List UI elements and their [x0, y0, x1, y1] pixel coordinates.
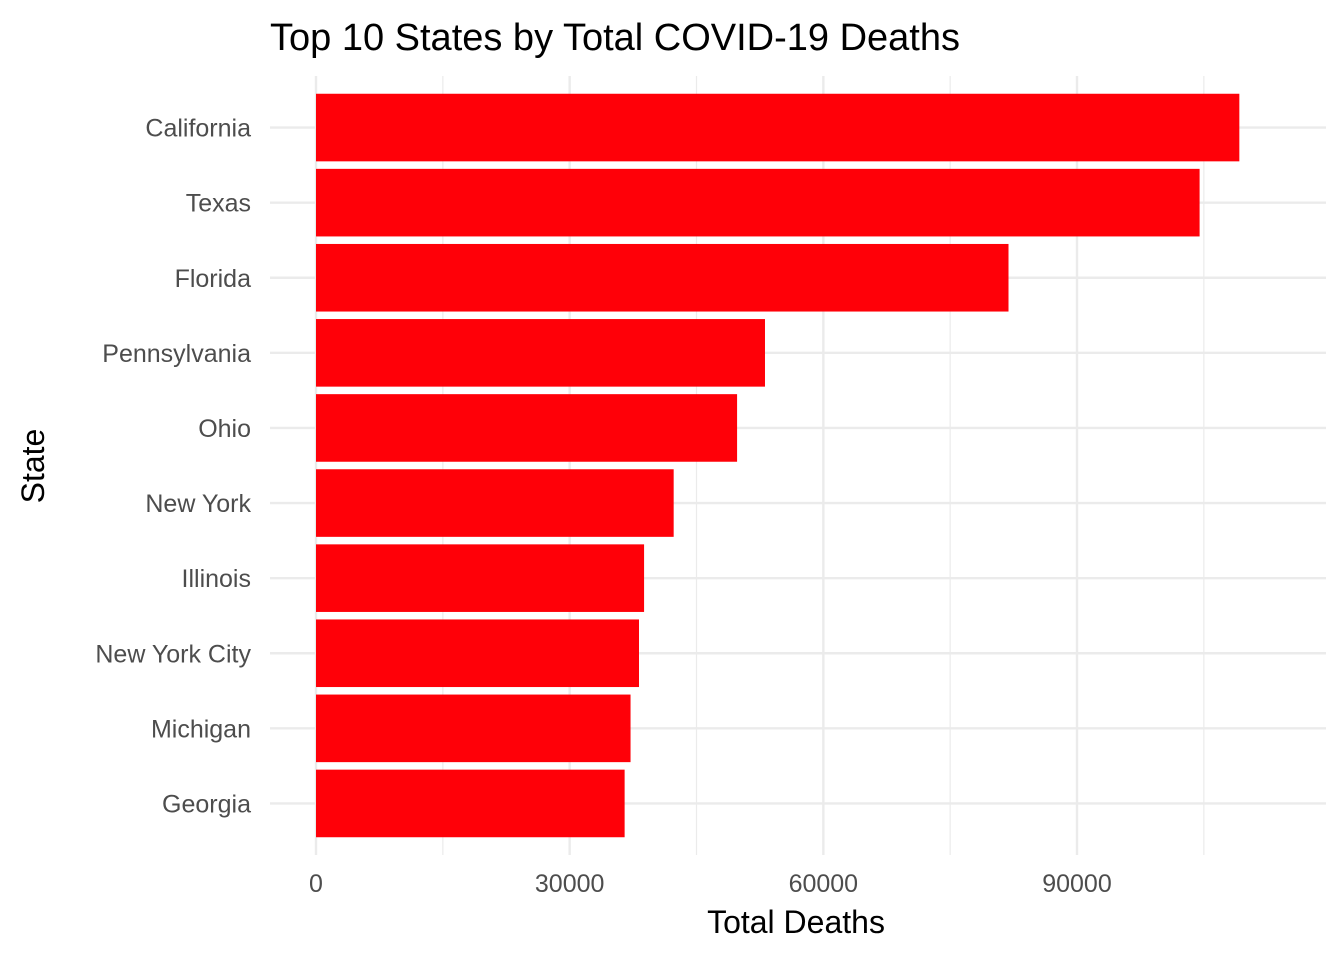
y-axis-tick-labels: California Texas Florida Pennsylvania Ohio Ne… — [95, 115, 251, 819]
y-tick-label: Ohio — [198, 415, 251, 443]
bar-ohio — [316, 394, 738, 462]
y-axis-title: State — [15, 429, 51, 504]
bars-layer — [316, 93, 1240, 838]
bar-new-york-city — [316, 619, 639, 688]
bar-pennsylvania — [316, 319, 765, 387]
y-tick-label: California — [145, 115, 251, 143]
bar-georgia — [316, 769, 625, 838]
y-tick-label: New York — [145, 490, 251, 518]
bar-florida — [316, 243, 1009, 312]
y-tick-label: Texas — [186, 190, 251, 218]
x-axis-title: Total Deaths — [707, 904, 885, 940]
bar-michigan — [316, 694, 631, 763]
y-tick-label: Pennsylvania — [102, 340, 251, 368]
bar-new-york — [316, 469, 674, 537]
chart-title: Top 10 States by Total COVID-19 Deaths — [270, 17, 960, 59]
x-axis-tick-labels: 0 30000 60000 90000 — [309, 870, 1112, 898]
bar-texas — [316, 168, 1200, 237]
y-tick-label: New York City — [95, 640, 251, 668]
bar-illinois — [316, 544, 645, 612]
y-tick-label: Michigan — [151, 715, 251, 743]
y-tick-label: Georgia — [162, 790, 251, 818]
bar-california — [316, 93, 1240, 162]
x-tick-label: 60000 — [789, 870, 859, 898]
x-tick-label: 0 — [309, 870, 323, 898]
x-tick-label: 90000 — [1042, 870, 1112, 898]
y-tick-label: Illinois — [182, 565, 251, 593]
y-tick-label: Florida — [175, 265, 252, 293]
x-tick-label: 30000 — [535, 870, 605, 898]
